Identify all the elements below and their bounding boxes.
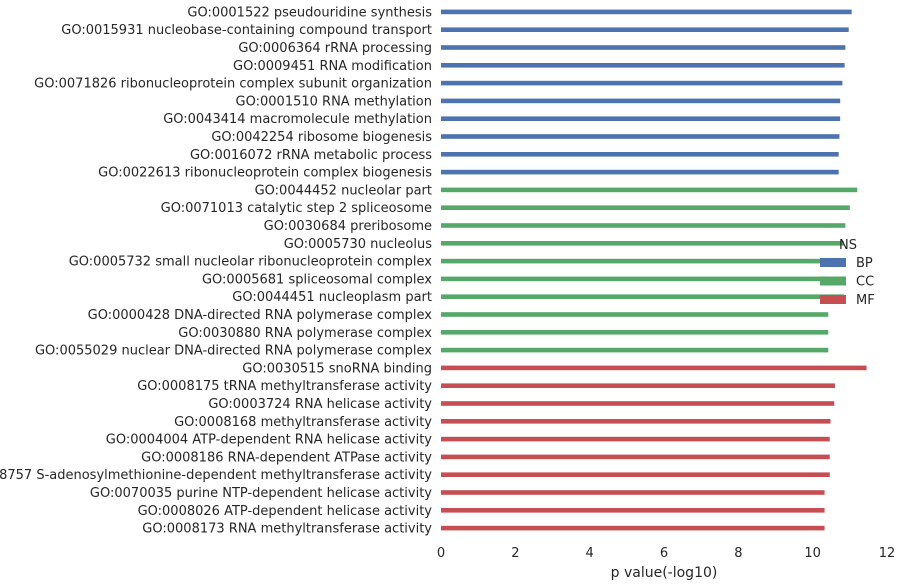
x-tick-label: 6: [660, 546, 668, 561]
bar-cc-15: [441, 276, 844, 282]
legend-swatch-mf: [820, 295, 846, 304]
category-label: GO:0071013 catalytic step 2 spliceosome: [161, 201, 432, 216]
category-label: GO:0030880 RNA polymerase complex: [178, 326, 432, 341]
bar-mf-27: [441, 490, 825, 495]
category-label: GO:0008757 S-adenosylmethionine-dependen…: [0, 468, 432, 483]
legend-label-cc: CC: [856, 275, 874, 290]
category-label: GO:0003724 RNA helicase activity: [208, 397, 432, 412]
category-label: GO:0015931 nucleobase-containing compoun…: [61, 23, 432, 38]
x-tick-label: 12: [879, 546, 896, 561]
category-label: GO:0001522 pseudouridine synthesis: [187, 5, 432, 20]
legend-swatch-cc: [820, 276, 846, 286]
category-label: GO:0001510 RNA methylation: [236, 94, 432, 109]
x-tick-label: 8: [734, 546, 742, 561]
bar-bp-6: [441, 116, 841, 121]
bar-bp-4: [441, 80, 843, 86]
bar-cc-16: [441, 294, 844, 299]
x-axis-label: p value(-log10): [611, 565, 718, 581]
bar-mf-29: [441, 525, 825, 531]
x-tick-label: 2: [511, 546, 519, 561]
category-label: GO:0022613 ribonucleoprotein complex bio…: [98, 166, 432, 181]
legend-swatch-bp: [820, 258, 846, 267]
bar-bp-5: [441, 98, 841, 104]
bar-cc-10: [441, 187, 858, 193]
bar-bp-2: [441, 45, 846, 50]
bar-mf-24: [441, 436, 830, 442]
bar-cc-14: [441, 258, 844, 264]
bar-mf-22: [441, 401, 835, 406]
x-tick-label: 10: [804, 546, 821, 561]
category-label: GO:0071826 ribonucleoprotein complex sub…: [34, 77, 432, 92]
bar-mf-26: [441, 472, 830, 477]
category-label: GO:0008168 methyltransferase activity: [174, 415, 432, 430]
bar-bp-8: [441, 152, 839, 157]
bar-mf-23: [441, 419, 831, 424]
category-label: GO:0004004 ATP-dependent RNA helicase ac…: [106, 433, 433, 448]
category-label: GO:0008175 tRNA methyltransferase activi…: [137, 379, 432, 394]
category-label: GO:0008173 RNA methyltransferase activit…: [142, 522, 432, 537]
x-axis-ticks-group: 0 2 4 6 8 10 12: [437, 546, 895, 561]
category-label: GO:0005681 spliceosomal complex: [202, 272, 432, 287]
category-label: GO:0043414 macromolecule methylation: [163, 112, 432, 127]
category-label: GO:0055029 nuclear DNA-directed RNA poly…: [35, 344, 432, 359]
bar-mf-21: [441, 383, 835, 388]
bar-cc-11: [441, 205, 850, 210]
bar-mf-20: [441, 365, 867, 371]
bar-cc-13: [441, 241, 844, 246]
bar-cc-12: [441, 223, 846, 228]
bar-cc-19: [441, 347, 829, 353]
category-label: GO:0044452 nucleolar part: [255, 183, 432, 198]
bar-bp-0: [441, 9, 852, 15]
legend-title: NS: [839, 238, 857, 253]
category-label: GO:0005730 nucleolus: [284, 237, 433, 252]
bar-bp-3: [441, 63, 845, 68]
category-label: GO:0000428 DNA-directed RNA polymerase c…: [88, 308, 433, 323]
category-label: GO:0016072 rRNA metabolic process: [190, 148, 432, 163]
category-labels-group: GO:0001522 pseudouridine synthesis GO:001…: [0, 5, 432, 536]
category-label: GO:0030684 preribosome: [264, 219, 432, 234]
category-label: GO:0008186 RNA-dependent ATPase activity: [141, 450, 432, 465]
category-label: GO:0009451 RNA modification: [233, 59, 432, 74]
legend: NS BP CC MF: [820, 238, 875, 308]
category-label: GO:0070035 purine NTP-dependent helicase…: [90, 486, 432, 501]
legend-label-mf: MF: [856, 293, 875, 308]
bar-cc-17: [441, 312, 829, 317]
x-tick-label: 4: [586, 546, 594, 561]
category-label: GO:0008026 ATP-dependent helicase activi…: [138, 504, 433, 519]
bar-bp-9: [441, 169, 839, 175]
x-tick-label: 0: [437, 546, 445, 561]
bar-bp-1: [441, 27, 849, 32]
category-label: GO:0044451 nucleoplasm part: [232, 290, 432, 305]
category-label: GO:0042254 ribosome biogenesis: [211, 130, 432, 145]
bar-bp-7: [441, 134, 840, 139]
bars-group: [441, 9, 867, 531]
legend-label-bp: BP: [856, 256, 873, 271]
category-label: GO:0005732 small nucleolar ribonucleopro…: [69, 255, 433, 270]
category-label: GO:0030515 snoRNA binding: [242, 361, 432, 376]
bar-cc-18: [441, 330, 829, 335]
bar-mf-25: [441, 454, 830, 460]
category-label: GO:0006364 rRNA processing: [238, 41, 432, 56]
bar-mf-28: [441, 508, 825, 513]
